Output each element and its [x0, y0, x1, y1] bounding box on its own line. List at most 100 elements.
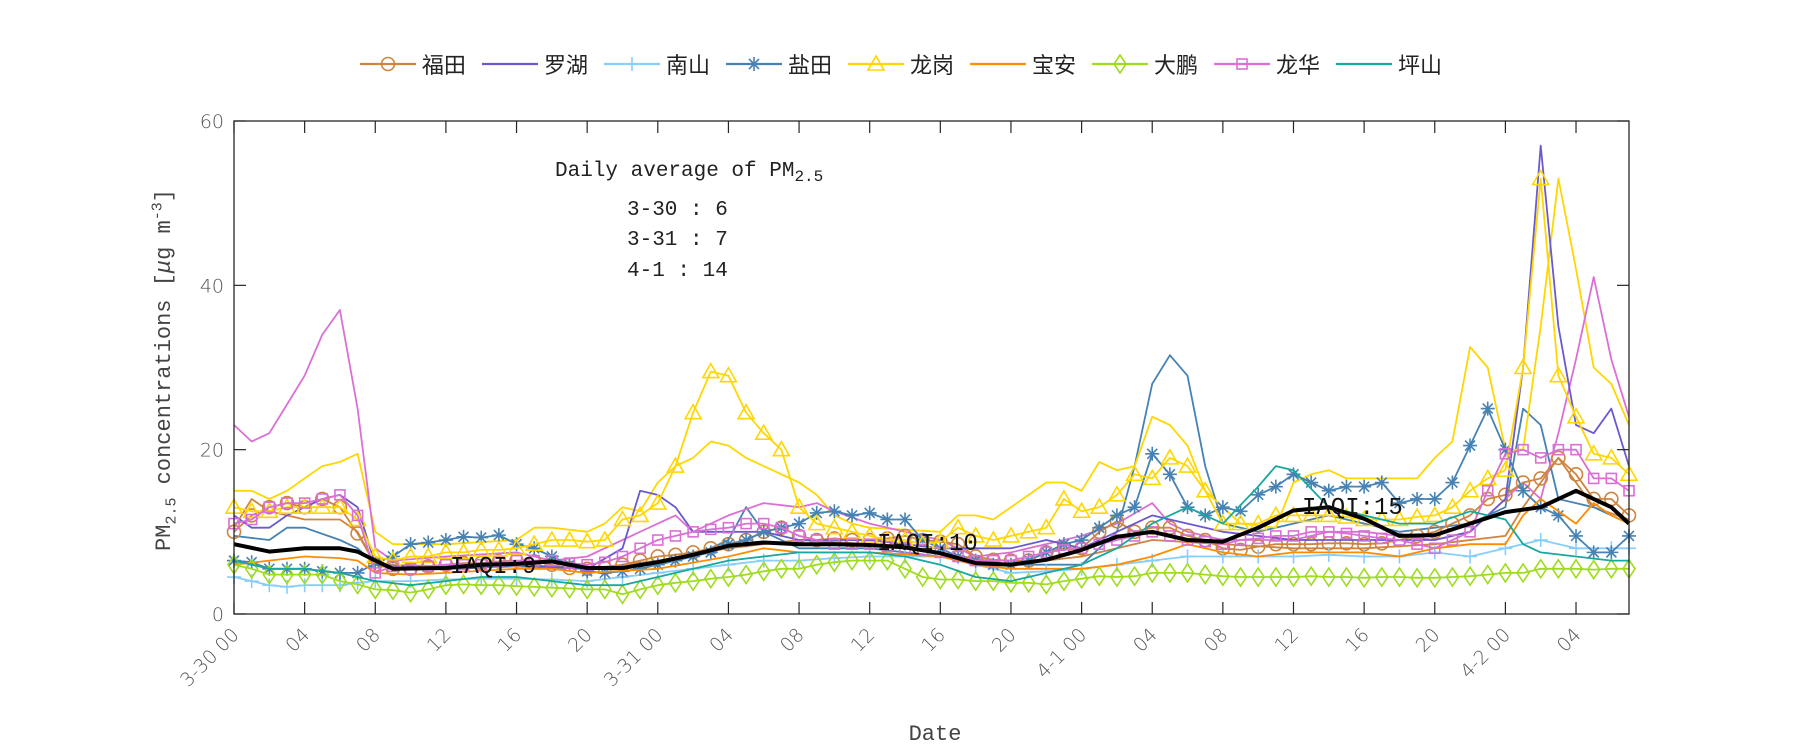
diamond-marker [1480, 564, 1495, 586]
diamond-marker [1374, 566, 1389, 588]
asterisk-marker [845, 508, 860, 523]
diamond-marker [1268, 566, 1283, 588]
triangle-marker [312, 497, 332, 514]
triangle-marker [436, 542, 456, 560]
triangle-marker [1566, 407, 1586, 424]
triangle-marker [772, 440, 791, 457]
asterisk-marker [491, 528, 506, 543]
ylabel-unit: g m [151, 220, 177, 260]
square-marker [1252, 532, 1264, 545]
ylabel-sup: -3 [149, 202, 167, 221]
y-tick-label: 0 [212, 604, 224, 626]
legend-item: 盐田 [724, 48, 832, 80]
asterisk-marker [1268, 479, 1283, 494]
legend-label: 福田 [421, 53, 466, 78]
asterisk-marker [597, 565, 612, 580]
plus-marker [1569, 541, 1584, 556]
diamond-marker [1180, 562, 1195, 584]
circle-marker [262, 499, 277, 515]
triangle-marker [1019, 522, 1038, 539]
diamond-marker [1162, 562, 1177, 584]
daily-average-3-30: 3-30 : 6 [627, 199, 728, 222]
asterisk-marker [1374, 475, 1389, 490]
y-tick-label: 40 [200, 275, 224, 297]
x-tick-label: 12 [1270, 624, 1303, 657]
ylabel-mu: μ [151, 259, 177, 274]
x-tick-label: 16 [917, 624, 950, 657]
diamond-marker [615, 583, 630, 605]
square-marker [757, 517, 770, 530]
circle-marker [1551, 450, 1566, 466]
asterisk-marker [809, 505, 824, 520]
triangle-marker [542, 530, 562, 547]
triangle-marker [1601, 448, 1621, 465]
square-marker [1587, 472, 1600, 485]
diamond-marker [350, 573, 365, 595]
triangle-marker [1425, 505, 1445, 523]
square-marker [1481, 484, 1494, 497]
triangle-marker [401, 546, 420, 564]
square-marker [245, 513, 258, 526]
series-line [233, 276, 1630, 562]
series-line [234, 177, 1630, 546]
triangle-marker [595, 530, 615, 547]
square-marker [281, 497, 293, 509]
square-marker [634, 542, 646, 555]
triangle-marker [1548, 366, 1568, 383]
legend-swatch-icon [847, 54, 904, 71]
diamond-marker [385, 579, 400, 601]
x-tick-label: 20 [564, 624, 597, 657]
diamond-marker [686, 570, 701, 592]
square-marker [1217, 538, 1229, 550]
legend-item: 罗湖 [480, 48, 588, 80]
square-marker [1323, 526, 1335, 538]
asterisk-marker [1304, 475, 1319, 490]
diamond-marker [297, 564, 312, 586]
legend: 福田 罗湖 南山 盐田 龙岗 宝安 大鹏 龙华 坪山 [0, 48, 1800, 80]
triangle-marker [1266, 505, 1286, 523]
triangle-marker [1460, 481, 1480, 498]
diamond-marker [527, 576, 542, 598]
diamond-marker [1410, 567, 1425, 589]
triangle-marker [648, 493, 668, 510]
triangle-marker [1531, 168, 1551, 186]
diamond-marker [1569, 558, 1583, 580]
x-tick-label: 08 [1200, 624, 1233, 657]
asterisk-marker [1392, 496, 1407, 511]
asterisk-marker [1569, 528, 1584, 543]
asterisk-marker [880, 512, 895, 527]
diamond-marker [915, 566, 930, 588]
diamond-marker [1304, 565, 1319, 587]
circle-marker [1533, 471, 1549, 486]
plus-marker [1321, 547, 1336, 562]
triangle-marker [489, 540, 509, 557]
circle-marker [1374, 536, 1390, 551]
asterisk-marker [792, 516, 807, 531]
square-marker [1358, 530, 1370, 542]
x-tick-label: 08 [352, 624, 385, 657]
square-marker [616, 550, 629, 563]
triangle-marker [948, 518, 968, 535]
diamond-marker [1357, 567, 1372, 589]
triangle-marker [666, 456, 685, 473]
triangle-marker [1195, 481, 1215, 498]
square-marker [1517, 443, 1529, 456]
diamond-marker [668, 572, 683, 594]
square-marker [351, 509, 364, 522]
triangle-marker [1089, 497, 1109, 514]
triangle-marker [983, 530, 1003, 547]
triangle-marker [1231, 514, 1250, 531]
daily-average-annotation: Daily average of PM2.5 [555, 160, 823, 186]
triangle-marker [1496, 460, 1515, 478]
triangle-marker [825, 518, 844, 535]
x-tick-label: 4-1 00 [1032, 624, 1091, 683]
x-tick-label: 12 [847, 624, 880, 657]
diamond-marker [403, 582, 418, 604]
diamond-marker [721, 566, 736, 588]
square-marker [1446, 534, 1459, 546]
triangle-marker [1125, 464, 1144, 482]
plus-marker [1463, 549, 1478, 564]
diamond-marker [1113, 53, 1127, 75]
circle-marker [897, 528, 913, 544]
diamond-marker [1251, 566, 1266, 588]
